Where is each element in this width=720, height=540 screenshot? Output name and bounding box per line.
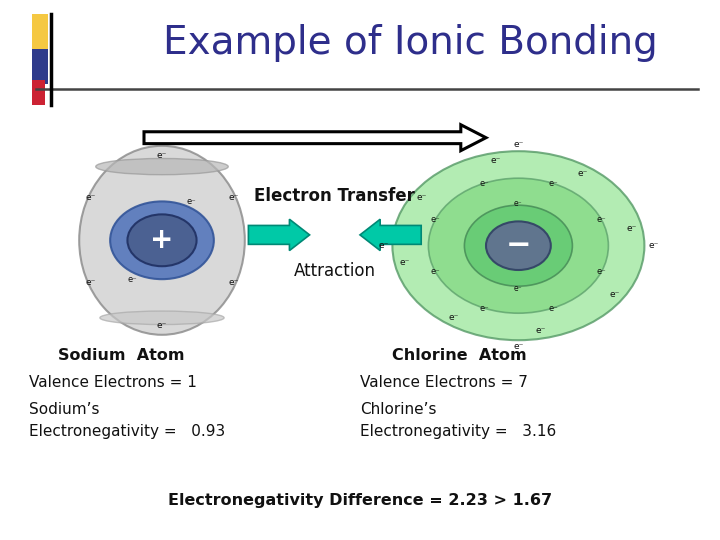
Text: e⁻: e⁻ bbox=[648, 241, 658, 250]
FancyArrow shape bbox=[144, 125, 486, 151]
Text: Valence Electrons = 1: Valence Electrons = 1 bbox=[29, 375, 197, 390]
Text: Valence Electrons = 7: Valence Electrons = 7 bbox=[360, 375, 528, 390]
Text: e⁻: e⁻ bbox=[548, 179, 558, 188]
Text: e⁻: e⁻ bbox=[228, 193, 239, 202]
Text: e⁻: e⁻ bbox=[228, 278, 239, 287]
Bar bbox=[32, 49, 48, 84]
Text: e⁻: e⁻ bbox=[449, 314, 459, 322]
Text: Attraction: Attraction bbox=[294, 262, 376, 280]
Text: e⁻: e⁻ bbox=[513, 342, 523, 352]
Ellipse shape bbox=[79, 146, 245, 335]
Ellipse shape bbox=[100, 311, 224, 325]
Text: e⁻: e⁻ bbox=[417, 193, 427, 202]
Text: e⁻: e⁻ bbox=[85, 278, 96, 287]
Text: e⁻: e⁻ bbox=[577, 169, 588, 178]
Text: e⁻: e⁻ bbox=[479, 303, 489, 313]
Circle shape bbox=[428, 178, 608, 313]
Text: e⁻: e⁻ bbox=[431, 215, 440, 224]
Text: Electronegativity Difference = 2.23 > 1.67: Electronegativity Difference = 2.23 > 1.… bbox=[168, 492, 552, 508]
Text: e⁻: e⁻ bbox=[379, 241, 389, 250]
Text: e⁻: e⁻ bbox=[157, 151, 167, 160]
Text: e⁻: e⁻ bbox=[157, 321, 167, 330]
Bar bbox=[32, 14, 48, 49]
Circle shape bbox=[127, 214, 197, 266]
Text: e⁻: e⁻ bbox=[127, 274, 137, 284]
Text: e⁻: e⁻ bbox=[548, 303, 558, 313]
Text: +: + bbox=[150, 226, 174, 254]
Text: Sodium’s: Sodium’s bbox=[29, 402, 99, 417]
Text: Electron Transfer: Electron Transfer bbox=[254, 187, 415, 205]
Text: e⁻: e⁻ bbox=[479, 179, 489, 188]
FancyArrow shape bbox=[248, 219, 310, 251]
Text: e⁻: e⁻ bbox=[536, 327, 546, 335]
Text: e⁻: e⁻ bbox=[597, 215, 606, 224]
Circle shape bbox=[392, 151, 644, 340]
Text: e⁻: e⁻ bbox=[597, 267, 606, 276]
Circle shape bbox=[486, 221, 551, 270]
Text: Chlorine’s: Chlorine’s bbox=[360, 402, 436, 417]
Text: e⁻: e⁻ bbox=[85, 193, 96, 202]
Text: Electronegativity =   0.93: Electronegativity = 0.93 bbox=[29, 424, 225, 439]
Circle shape bbox=[464, 205, 572, 286]
Text: e⁻: e⁻ bbox=[513, 140, 523, 149]
Text: Example of Ionic Bonding: Example of Ionic Bonding bbox=[163, 24, 658, 62]
Text: e⁻: e⁻ bbox=[514, 199, 523, 208]
Bar bbox=[32, 80, 45, 105]
Text: Electronegativity =   3.16: Electronegativity = 3.16 bbox=[360, 424, 557, 439]
Text: e⁻: e⁻ bbox=[514, 284, 523, 293]
Text: e⁻: e⁻ bbox=[610, 289, 620, 299]
Text: e⁻: e⁻ bbox=[400, 258, 410, 267]
Text: −: − bbox=[505, 231, 531, 260]
Ellipse shape bbox=[96, 158, 228, 175]
Circle shape bbox=[110, 201, 214, 279]
Text: Sodium  Atom: Sodium Atom bbox=[58, 348, 184, 363]
Text: e⁻: e⁻ bbox=[490, 156, 501, 165]
Text: e⁻: e⁻ bbox=[431, 267, 440, 276]
FancyArrow shape bbox=[360, 219, 421, 251]
Text: e⁻: e⁻ bbox=[187, 197, 197, 206]
Text: Chlorine  Atom: Chlorine Atom bbox=[392, 348, 527, 363]
Text: e⁻: e⁻ bbox=[627, 224, 637, 233]
